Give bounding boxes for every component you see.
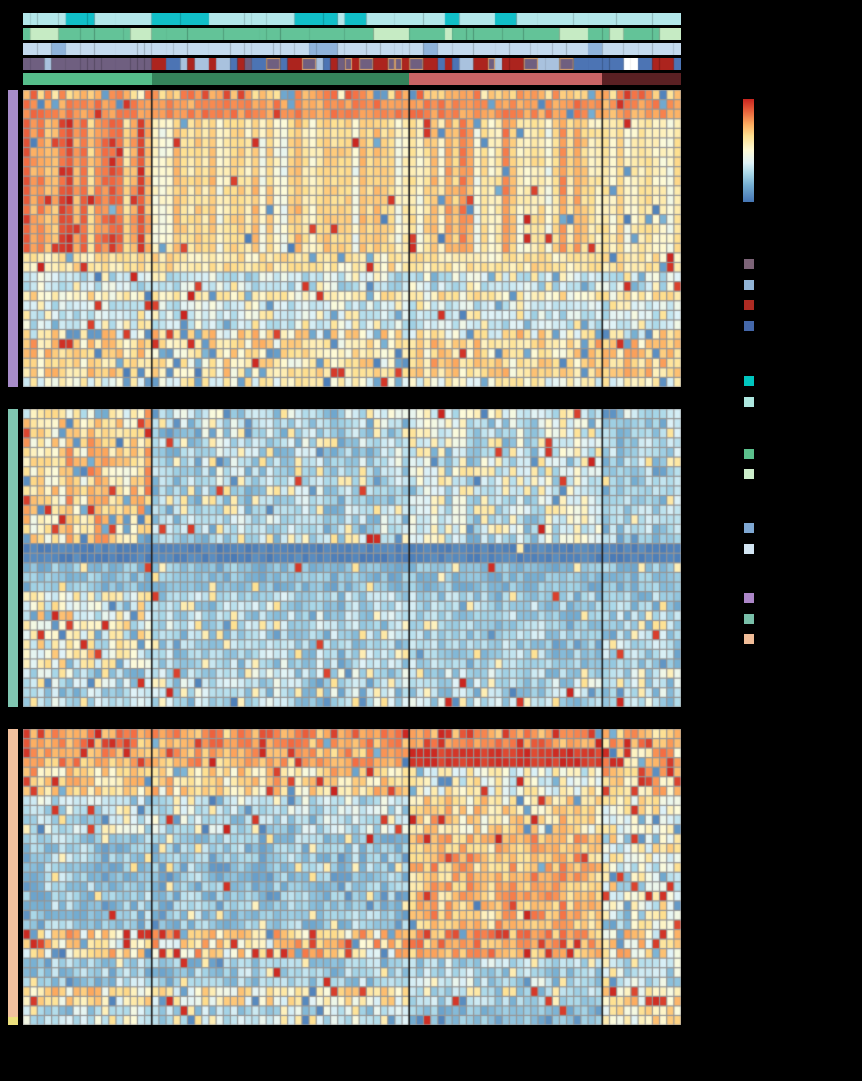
annotation-track-3-canvas bbox=[23, 43, 681, 55]
row-sidebar-1 bbox=[8, 90, 18, 387]
legend-swatch-4 bbox=[744, 320, 754, 331]
row-sidebar-3 bbox=[8, 729, 18, 1017]
legend-swatch-10 bbox=[744, 543, 754, 554]
annotation-track-1-canvas bbox=[23, 13, 681, 25]
legend-swatch-11 bbox=[744, 593, 754, 603]
legend-swatch-13 bbox=[744, 634, 754, 644]
column-group-segment-3 bbox=[409, 73, 603, 85]
legend-swatch-2 bbox=[744, 279, 754, 290]
legend-swatch-1 bbox=[744, 259, 754, 269]
legend-swatch-7 bbox=[744, 448, 754, 459]
legend-swatch-3 bbox=[744, 300, 754, 310]
column-group-segment-2 bbox=[151, 73, 410, 85]
legend-swatch-8 bbox=[744, 469, 754, 479]
annotation-track-4-canvas bbox=[23, 58, 681, 70]
column-group-segment-4 bbox=[602, 73, 681, 85]
annotation-track-2-canvas bbox=[23, 28, 681, 40]
legend-swatch-5 bbox=[744, 376, 754, 386]
heatmap-block-3-canvas bbox=[23, 729, 681, 1025]
legend-swatch-6 bbox=[744, 396, 754, 407]
row-sidebar-4 bbox=[8, 1017, 18, 1025]
colorbar-legend bbox=[743, 99, 754, 202]
heatmap-block-2-canvas bbox=[23, 409, 681, 707]
heatmap-block-1-canvas bbox=[23, 90, 681, 387]
row-sidebar-2 bbox=[8, 409, 18, 707]
legend-swatch-12 bbox=[744, 613, 754, 624]
legend-swatch-9 bbox=[744, 523, 754, 533]
column-group-segment-1 bbox=[23, 73, 152, 85]
